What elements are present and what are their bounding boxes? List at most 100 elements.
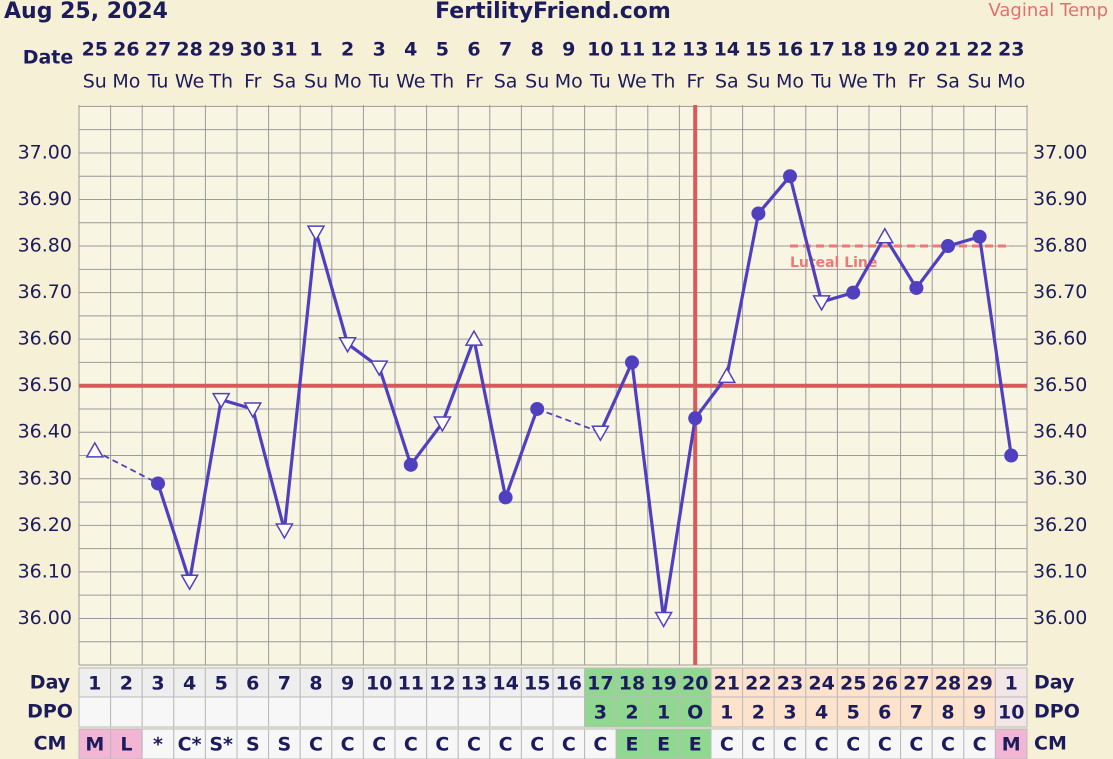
table-cell xyxy=(78,696,112,728)
temp-point-open xyxy=(812,295,831,312)
temp-segment xyxy=(662,418,697,619)
table-cell xyxy=(489,696,522,728)
weekday-label: Sa xyxy=(494,71,518,93)
date-label: 26 xyxy=(113,39,139,61)
table-cell-text: 10 xyxy=(998,702,1024,724)
table-cell xyxy=(331,667,364,699)
table-cell-text: 1 xyxy=(657,702,670,724)
weekday-label: Sa xyxy=(273,71,297,93)
date-label: 23 xyxy=(998,39,1024,61)
table-cell-text: E xyxy=(689,734,702,756)
date: Aug 25, 2024 xyxy=(4,0,168,24)
table-cell-text: 7 xyxy=(910,702,923,724)
table-cell-text: 16 xyxy=(556,673,582,695)
table-cell-text: 3 xyxy=(151,673,164,695)
table-cell-text: 26 xyxy=(872,673,898,695)
y2-tick-label: 36.40 xyxy=(1033,421,1087,443)
date-label: 21 xyxy=(935,39,961,61)
table-cell-text: C xyxy=(562,734,576,756)
table-cell-text: 14 xyxy=(492,673,518,695)
table-cell-text: M xyxy=(1002,734,1021,756)
weekday-label: Sa xyxy=(715,71,739,93)
table-cell xyxy=(110,696,143,728)
table-cell-text: C xyxy=(909,734,923,756)
temp-segment xyxy=(94,450,159,485)
table-cell xyxy=(236,696,270,728)
table-cell xyxy=(805,728,838,759)
date-label: 1 xyxy=(309,39,322,61)
table-cell-text: S xyxy=(278,734,292,756)
table-cell xyxy=(742,728,775,759)
weekday-label: Th xyxy=(651,71,676,93)
weekday-label: Th xyxy=(430,71,455,93)
y2-tick-label: 37.00 xyxy=(1033,141,1087,163)
date-label: 25 xyxy=(82,39,108,61)
temp-segment xyxy=(377,366,413,466)
date-label: 22 xyxy=(966,39,992,61)
y2-tick-label: 36.80 xyxy=(1033,235,1087,257)
table-cell-text: C xyxy=(530,734,544,756)
date-label: 12 xyxy=(650,39,676,61)
temp-label: Vaginal Temp xyxy=(988,0,1108,21)
temp-segment xyxy=(915,245,950,289)
table-cell xyxy=(331,728,364,759)
table-cell xyxy=(362,696,396,728)
table-cell xyxy=(615,696,649,728)
table-cell xyxy=(268,728,301,759)
table-cell xyxy=(615,728,649,759)
table-cell xyxy=(520,696,554,728)
table-cell xyxy=(710,696,744,728)
date-label: 19 xyxy=(872,39,898,61)
table-cell-text: M xyxy=(85,734,104,756)
table-cell-text: C xyxy=(499,734,513,756)
table-cell-text: 1 xyxy=(720,702,733,724)
chart-title: FertilityFriend.com xyxy=(435,0,671,24)
weekday-label: Th xyxy=(872,71,897,93)
temp-segment xyxy=(472,338,508,498)
date-label: 11 xyxy=(619,39,645,61)
date-label: 28 xyxy=(176,39,202,61)
table-cell xyxy=(173,696,206,728)
table-cell-text: S xyxy=(246,734,260,756)
y-tick-label: 36.70 xyxy=(18,281,72,303)
table-cell xyxy=(994,696,1028,728)
weekday-label: Mo xyxy=(112,71,140,93)
y2-tick-label: 36.50 xyxy=(1033,374,1087,396)
weekday-label: Tu xyxy=(810,71,832,93)
date-label: 10 xyxy=(587,39,613,61)
temp-point-open xyxy=(875,227,895,244)
date-label: 27 xyxy=(145,39,171,61)
weekday-label: We xyxy=(839,71,868,93)
table-cell-text: C xyxy=(372,734,386,756)
table-cell xyxy=(110,667,143,699)
table-cell xyxy=(426,696,459,728)
table-cell-text: C xyxy=(941,734,955,756)
date-label: 30 xyxy=(240,39,266,61)
date-label: 8 xyxy=(531,39,544,61)
date-label: 15 xyxy=(745,39,771,61)
y-tick-label: 36.40 xyxy=(18,421,72,443)
temp-point xyxy=(972,229,987,244)
table-cell-text: 15 xyxy=(524,673,550,695)
weekday-label: We xyxy=(617,71,646,93)
table-cell-text: 3 xyxy=(783,702,796,724)
temp-point xyxy=(751,206,766,221)
weekday-label: Mo xyxy=(997,71,1025,93)
table-cell xyxy=(299,667,333,699)
table-cell-text: C xyxy=(720,734,734,756)
table-cell-text: S* xyxy=(209,734,233,756)
y2-tick-label: 36.10 xyxy=(1033,560,1087,582)
table-cell xyxy=(584,667,617,699)
table-cell-text: C xyxy=(783,734,797,756)
temp-point-open xyxy=(464,329,484,346)
y2-tick-label: 36.90 xyxy=(1033,188,1087,210)
table-cell-text: 28 xyxy=(935,673,961,695)
temp-point-open xyxy=(275,523,294,540)
table-cell-text: C xyxy=(404,734,418,756)
table-cell-text: C xyxy=(341,734,355,756)
table-cell xyxy=(268,696,301,728)
table-cell xyxy=(394,696,428,728)
table-cell xyxy=(110,728,143,759)
